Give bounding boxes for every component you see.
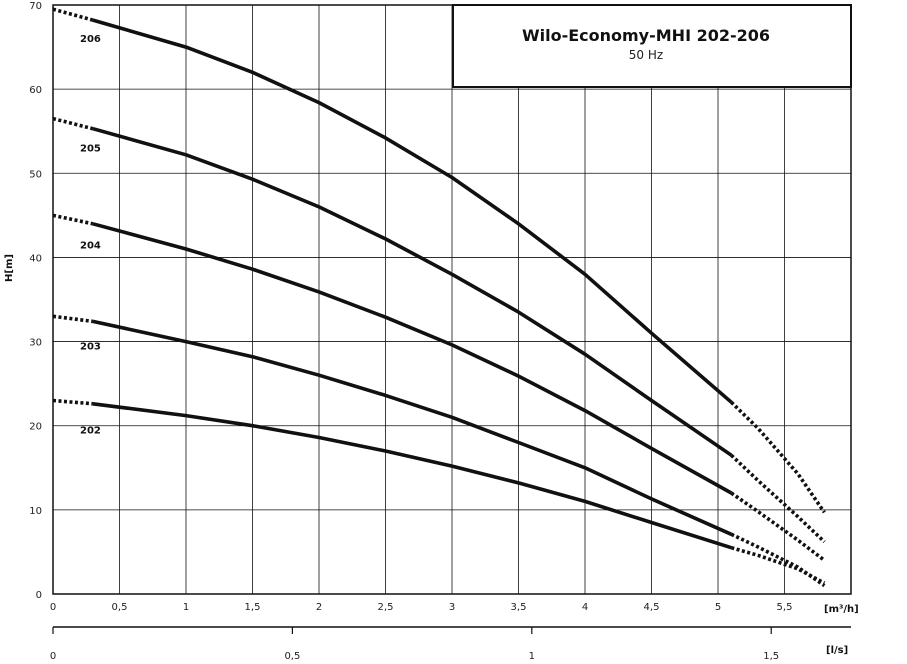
y-tick-label: 30 [29, 338, 42, 349]
x-tick-label: 5 [715, 602, 721, 613]
title-box-frame [452, 4, 852, 88]
x-axis-unit-label: [m³/h] [824, 604, 859, 615]
curve-labels: 202 203 204 205 206 [80, 34, 101, 436]
curve-label-204: 204 [80, 240, 101, 251]
secondary-x-axis-ticks: 0 0,5 1 1,5 [50, 627, 779, 662]
curve-label-202: 202 [80, 425, 101, 436]
curve-204-dotted-end [730, 491, 826, 562]
y-tick-label: 20 [29, 422, 42, 433]
x-tick-label: 3 [449, 602, 455, 613]
curve-204 [92, 222, 733, 495]
chart-subtitle: 50 Hz [629, 48, 663, 62]
curve-203-dotted-end [730, 532, 826, 588]
curve-202-dotted-start [52, 398, 94, 406]
x-tick-label: 2 [316, 602, 322, 613]
x-tick-label: 4 [582, 602, 588, 613]
curve-205-dotted-start [52, 116, 94, 131]
x-tick-label: 1 [183, 602, 189, 613]
x-tick-label: 2,5 [378, 602, 394, 613]
curve-label-206: 206 [80, 34, 101, 45]
y-tick-label: 60 [29, 85, 42, 96]
curve-206 [92, 18, 733, 404]
x-tick-label: 0,5 [112, 602, 128, 613]
x-tick-label: 0 [50, 602, 56, 613]
curve-203-dotted-start [52, 314, 94, 324]
y-tick-label: 50 [29, 169, 42, 180]
curve-label-205: 205 [80, 144, 101, 155]
curve-203 [92, 319, 733, 536]
curve-202 [92, 402, 732, 550]
grid-lines [53, 5, 851, 594]
curve-205-dotted-end [730, 453, 826, 544]
title-box: Wilo-Economy-MHI 202-206 50 Hz [452, 4, 852, 88]
y-tick-label: 70 [29, 1, 42, 12]
curve-205 [92, 126, 733, 457]
curve-label-203: 203 [80, 341, 101, 352]
y-axis-label: H[m] [4, 254, 15, 282]
x-tick-label: 4,5 [644, 602, 660, 613]
y-tick-label: 10 [29, 506, 42, 517]
secondary-x-axis-unit-label: [l/s] [826, 645, 848, 656]
x-tick-label: 1,5 [245, 602, 261, 613]
secondary-x-tick-label: 1,5 [763, 651, 779, 662]
secondary-x-tick-label: 0,5 [284, 651, 300, 662]
x-tick-label: 3,5 [511, 602, 527, 613]
y-tick-label: 0 [36, 590, 42, 601]
curve-204-dotted-start [52, 213, 94, 226]
x-tick-label: 5,5 [777, 602, 793, 613]
y-axis-ticks: 0 10 20 30 40 50 60 70 [29, 1, 42, 601]
curves [52, 7, 826, 588]
x-axis-ticks: 0 0,5 1 1,5 2 2,5 3 3,5 4 4,5 5 5,5 [50, 602, 793, 613]
secondary-x-tick-label: 0 [50, 651, 56, 662]
curve-206-dotted-start [52, 7, 94, 22]
y-tick-label: 40 [29, 253, 42, 264]
chart-title: Wilo-Economy-MHI 202-206 [522, 26, 770, 45]
curve-206-dotted-end [730, 400, 826, 514]
secondary-x-tick-label: 1 [529, 651, 535, 662]
